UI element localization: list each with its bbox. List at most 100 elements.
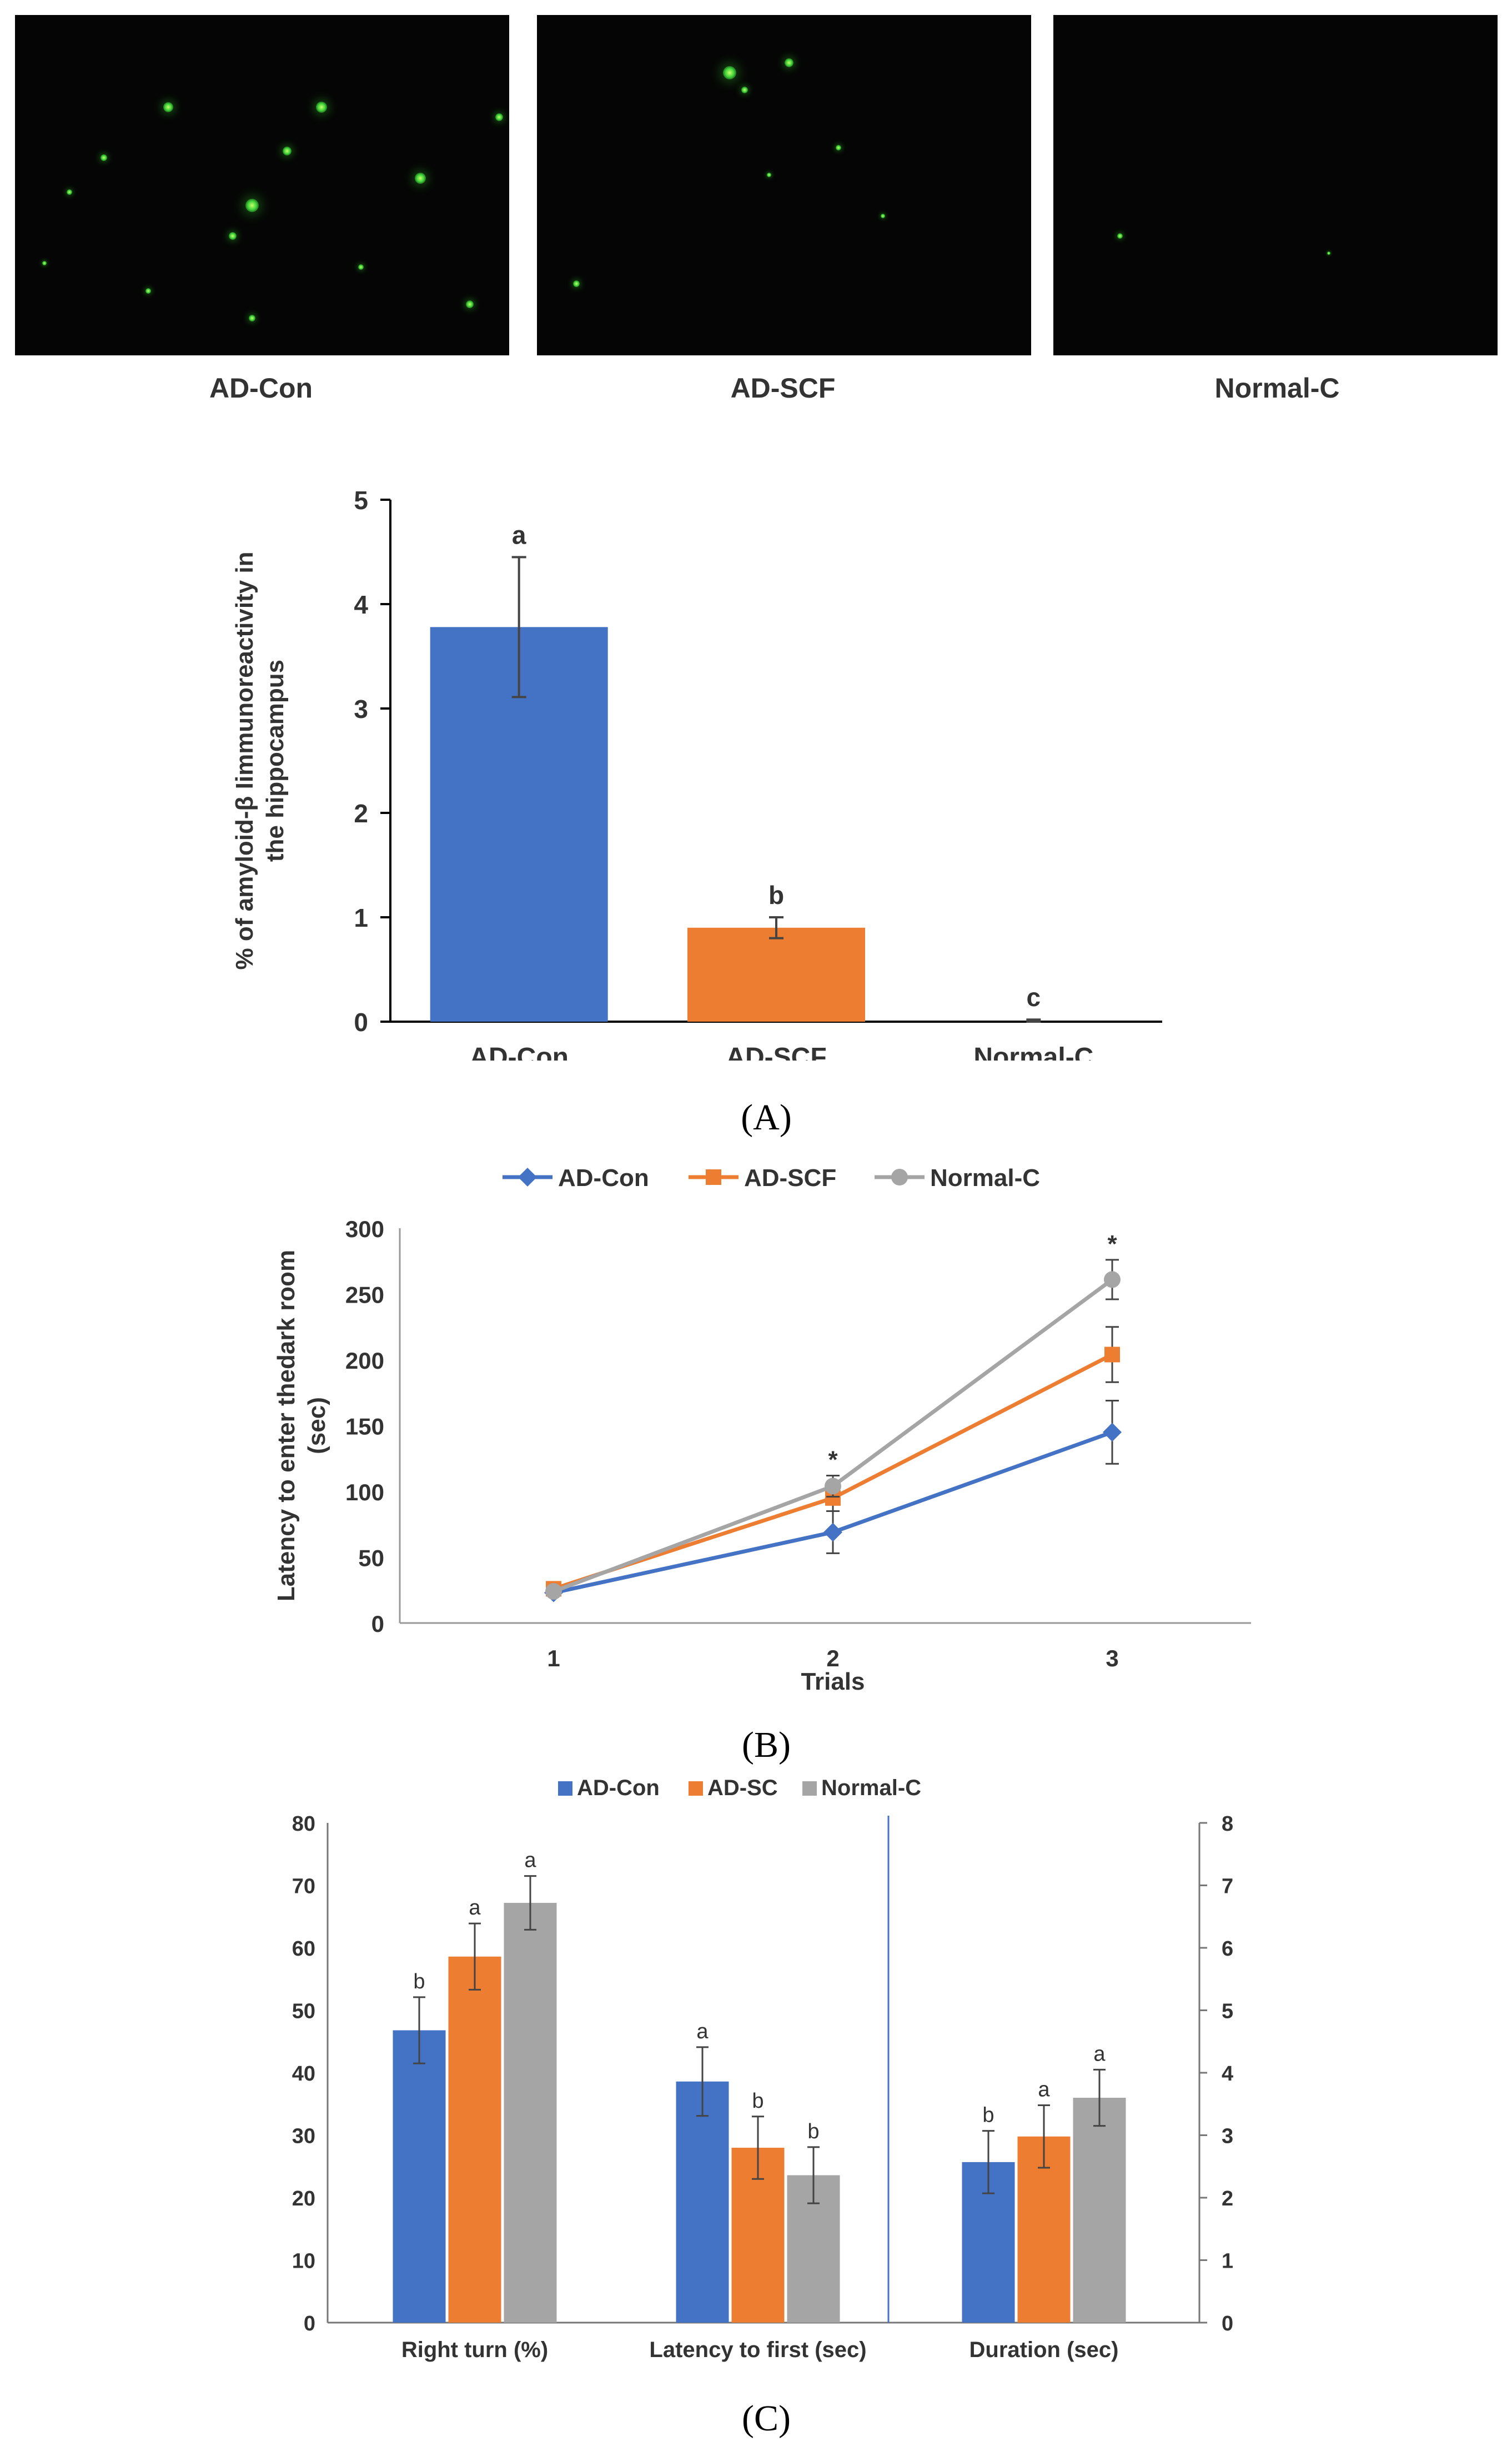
fluorescent-spot bbox=[282, 147, 292, 156]
legend-swatch bbox=[558, 1781, 572, 1796]
left-tick-label: 80 bbox=[292, 1812, 315, 1836]
legend-label: Normal-C bbox=[930, 1164, 1040, 1192]
y-axis-title-line1: % of amyloid-β Iimmunoreactivity in bbox=[231, 552, 258, 970]
legend-label: AD-Con bbox=[558, 1164, 649, 1192]
right-tick-label: 4 bbox=[1222, 2062, 1233, 2086]
fluorescent-spot bbox=[767, 173, 772, 178]
right-tick-label: 7 bbox=[1222, 1875, 1233, 1898]
legend-label: AD-Con bbox=[577, 1776, 660, 1800]
significance-letter: b bbox=[807, 2120, 819, 2143]
data-point bbox=[1104, 1271, 1121, 1288]
micrograph-label-ad-con: AD-Con bbox=[209, 373, 313, 404]
panel-label-c: (C) bbox=[742, 2398, 791, 2439]
fluorescent-spot bbox=[228, 232, 237, 240]
x-tick-label: 2 bbox=[826, 1645, 839, 1671]
fluorescent-spot bbox=[1117, 233, 1123, 239]
fluorescent-spot bbox=[101, 154, 108, 162]
significance-letter: b bbox=[768, 881, 784, 910]
data-point bbox=[1104, 1346, 1120, 1363]
y-tick-label: 0 bbox=[354, 1008, 368, 1037]
x-axis-title: Trials bbox=[801, 1668, 865, 1695]
left-tick-label: 40 bbox=[292, 2062, 315, 2086]
panel-label-b: (B) bbox=[742, 1725, 791, 1765]
right-tick-label: 5 bbox=[1222, 2000, 1233, 2023]
y-tick-label: 1 bbox=[354, 903, 368, 932]
micrograph-label-normal-c: Normal-C bbox=[1214, 373, 1340, 404]
fluorescent-spot bbox=[495, 113, 504, 121]
x-tick-label: 1 bbox=[547, 1645, 560, 1671]
significance-letter: a bbox=[524, 1849, 536, 1872]
fluorescent-spot bbox=[784, 58, 793, 67]
significance-star: * bbox=[1107, 1230, 1117, 1258]
y-tick-label: 300 bbox=[345, 1216, 384, 1242]
micrograph-ad-scf bbox=[537, 15, 1031, 355]
left-tick-label: 70 bbox=[292, 1875, 315, 1898]
left-tick-label: 50 bbox=[292, 2000, 315, 2023]
x-tick-label: 3 bbox=[1106, 1645, 1118, 1671]
fluorescent-spot bbox=[42, 261, 47, 266]
panel-label-a: (A) bbox=[741, 1097, 792, 1138]
legend-marker bbox=[891, 1169, 908, 1185]
legend-label: Normal-C bbox=[821, 1776, 921, 1800]
significance-letter: b bbox=[752, 2089, 763, 2113]
fluorescent-spot bbox=[573, 280, 580, 288]
legend-label: AD-SCF bbox=[744, 1164, 836, 1192]
significance-letter: c bbox=[1027, 983, 1041, 1012]
bar-ad-con bbox=[393, 2030, 446, 2323]
left-tick-label: 10 bbox=[292, 2250, 315, 2273]
chart-c-bar: AD-Con AD-SC Normal-C 0 10 20 30 40 50 60 70 80 0 1 2 3… bbox=[292, 1776, 1233, 2362]
significance-letter: a bbox=[1038, 2078, 1050, 2102]
bar-ad-con bbox=[676, 2081, 729, 2323]
right-tick-label: 8 bbox=[1222, 1812, 1233, 1836]
fluorescent-spot bbox=[249, 314, 256, 321]
fluorescent-spot bbox=[145, 288, 152, 294]
bar-normal-c bbox=[504, 1903, 557, 2323]
significance-letter: a bbox=[512, 520, 526, 549]
fluorescent-spot bbox=[741, 86, 748, 93]
y-axis-title-line2: the hippocampus bbox=[262, 660, 289, 862]
legend-marker bbox=[706, 1169, 721, 1185]
x-tick-label: Normal-C bbox=[973, 1043, 1093, 1061]
micrograph-ad-con bbox=[15, 15, 509, 355]
x-tick-label: AD-Con bbox=[469, 1043, 569, 1061]
right-tick-label: 1 bbox=[1222, 2250, 1233, 2273]
data-point bbox=[825, 1478, 841, 1495]
significance-letter: a bbox=[696, 2020, 709, 2043]
legend-swatch bbox=[802, 1781, 817, 1796]
right-tick-label: 2 bbox=[1222, 2187, 1233, 2210]
chart-b-line: AD-Con AD-SCF Normal-C 0 50 100 150 200 250 300 1 2… bbox=[273, 1164, 1251, 1695]
y-axis-title-line1: Latency to enter thedark room bbox=[273, 1250, 300, 1601]
fluorescent-spot bbox=[66, 189, 72, 195]
y-tick-label: 0 bbox=[371, 1611, 384, 1637]
y-tick-label: 250 bbox=[345, 1282, 384, 1308]
chart-a-bar: 0 1 2 3 4 5 a AD-Con b AD-SCF c Normal-C % of amyloi… bbox=[231, 486, 1162, 1061]
significance-letter: b bbox=[982, 2104, 994, 2127]
fluorescent-spot bbox=[414, 173, 426, 184]
fluorescent-spot bbox=[465, 300, 474, 309]
right-tick-label: 6 bbox=[1222, 1937, 1233, 1961]
legend-marker bbox=[518, 1168, 537, 1187]
legend-swatch bbox=[689, 1781, 703, 1796]
x-tick-label: AD-SCF bbox=[726, 1043, 826, 1061]
fluorescent-spot bbox=[1327, 252, 1330, 255]
significance-letter: a bbox=[469, 1896, 481, 1920]
y-tick-label: 5 bbox=[354, 486, 368, 515]
y-tick-label: 200 bbox=[345, 1348, 384, 1374]
y-tick-label: 2 bbox=[354, 799, 368, 828]
data-point bbox=[823, 1523, 842, 1542]
bar-ad-scf bbox=[687, 927, 865, 1022]
y-tick-label: 100 bbox=[345, 1479, 384, 1505]
left-tick-label: 60 bbox=[292, 1937, 315, 1961]
micrograph-label-ad-scf: AD-SCF bbox=[730, 373, 836, 404]
y-tick-label: 50 bbox=[358, 1545, 384, 1571]
right-tick-label: 0 bbox=[1222, 2312, 1233, 2335]
fluorescent-spot bbox=[881, 213, 885, 218]
fluorescent-spot bbox=[163, 102, 173, 112]
y-tick-label: 4 bbox=[354, 590, 368, 619]
fluorescent-spot bbox=[245, 199, 259, 213]
x-tick-label: Right turn (%) bbox=[401, 2338, 548, 2362]
y-tick-label: 150 bbox=[345, 1414, 384, 1440]
x-tick-label: Latency to first (sec) bbox=[649, 2338, 866, 2362]
left-tick-label: 0 bbox=[304, 2312, 315, 2335]
y-axis-title-line2: (sec) bbox=[303, 1397, 330, 1454]
